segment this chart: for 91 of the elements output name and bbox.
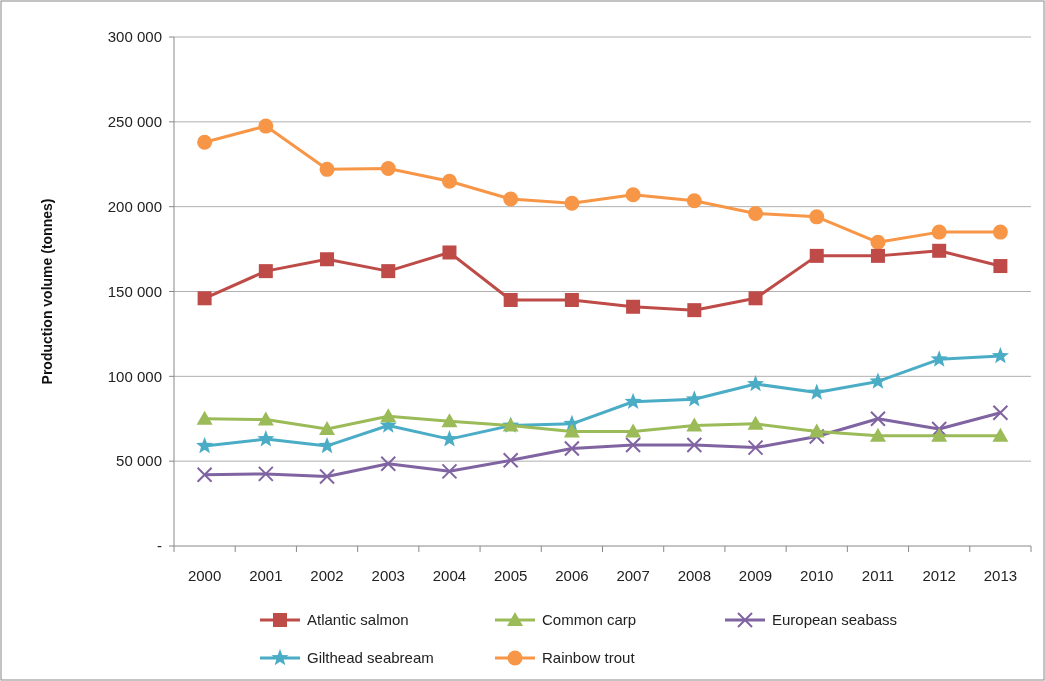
point: [625, 437, 642, 454]
x-tick-label: 2006: [555, 567, 589, 584]
point: [381, 264, 396, 279]
point: [319, 468, 336, 485]
y-tick-label: 100 000: [107, 367, 162, 385]
point: [503, 292, 518, 307]
legend-label: Common carp: [542, 611, 637, 629]
point: [441, 463, 458, 480]
point: [870, 248, 885, 263]
point: [380, 408, 397, 423]
point: [869, 427, 886, 442]
x-tick-label: 2011: [861, 567, 895, 584]
point: [563, 440, 580, 457]
point: [931, 420, 948, 437]
point: [748, 205, 764, 221]
point: [686, 417, 703, 432]
x-tick-label: 2002: [310, 567, 344, 584]
point: [442, 245, 457, 260]
legend-label: European seabass: [772, 611, 898, 629]
x-tick-label: 2001: [249, 567, 283, 584]
point: [932, 243, 947, 258]
point: [441, 413, 458, 428]
point: [503, 191, 519, 207]
y-tick-label: 50 000: [116, 452, 162, 470]
x-tick-label: 2012: [922, 567, 956, 584]
point: [746, 374, 765, 392]
point: [808, 383, 826, 400]
point: [502, 452, 519, 469]
point: [992, 404, 1009, 421]
y-tick-label: 200 000: [107, 197, 162, 215]
point: [320, 252, 335, 267]
y-axis-title: Production volume (tonnes): [39, 198, 55, 385]
point: [257, 411, 274, 426]
point: [625, 187, 641, 203]
point: [257, 430, 275, 447]
point: [869, 410, 886, 427]
x-tick-label: 2005: [493, 567, 528, 584]
x-tick-label: 2010: [800, 567, 834, 584]
point: [626, 299, 641, 314]
point: [563, 423, 580, 438]
point: [747, 439, 764, 456]
point: [685, 390, 703, 407]
point: [564, 292, 579, 307]
point: [930, 350, 948, 367]
point: [258, 118, 274, 134]
legend-label: Rainbow trout: [542, 649, 636, 667]
y-tick-label: -: [157, 537, 162, 555]
point: [870, 234, 886, 250]
point: [196, 436, 214, 454]
point: [440, 430, 459, 447]
point: [196, 410, 213, 425]
point: [257, 465, 274, 482]
point: [931, 224, 947, 240]
point: [991, 346, 1009, 364]
x-tick-label: 2009: [738, 567, 773, 584]
point: [869, 372, 887, 389]
y-tick-label: 150 000: [107, 282, 162, 300]
point: [993, 259, 1008, 274]
point: [931, 427, 948, 442]
x-tick-label: 2003: [371, 567, 405, 584]
point: [319, 420, 336, 435]
x-tick-label: 2007: [616, 567, 650, 584]
x-tick-label: 2008: [677, 567, 712, 584]
legend-label: Gilthead seabream: [307, 649, 434, 667]
point: [196, 466, 213, 483]
point: [992, 224, 1008, 240]
x-tick-label: 2013: [983, 567, 1018, 584]
point: [809, 209, 825, 225]
point: [992, 427, 1009, 442]
point: [319, 161, 335, 177]
y-tick-label: 250 000: [107, 113, 162, 131]
point: [197, 291, 212, 306]
point: [380, 160, 396, 176]
point: [808, 423, 825, 438]
point: [686, 193, 702, 209]
point: [380, 455, 397, 472]
point: [809, 248, 824, 263]
x-tick-label: 2004: [432, 567, 467, 584]
point: [625, 423, 642, 438]
point: [687, 303, 702, 318]
point: [564, 195, 580, 211]
point: [197, 134, 213, 150]
y-tick-label: 300 000: [107, 28, 162, 46]
point: [747, 415, 764, 430]
legend-label: Atlantic salmon: [307, 611, 409, 629]
point: [748, 291, 763, 306]
x-tick-label: 2000: [187, 567, 222, 584]
point: [441, 173, 457, 189]
point: [624, 392, 642, 410]
point: [258, 264, 273, 279]
point: [686, 437, 703, 454]
